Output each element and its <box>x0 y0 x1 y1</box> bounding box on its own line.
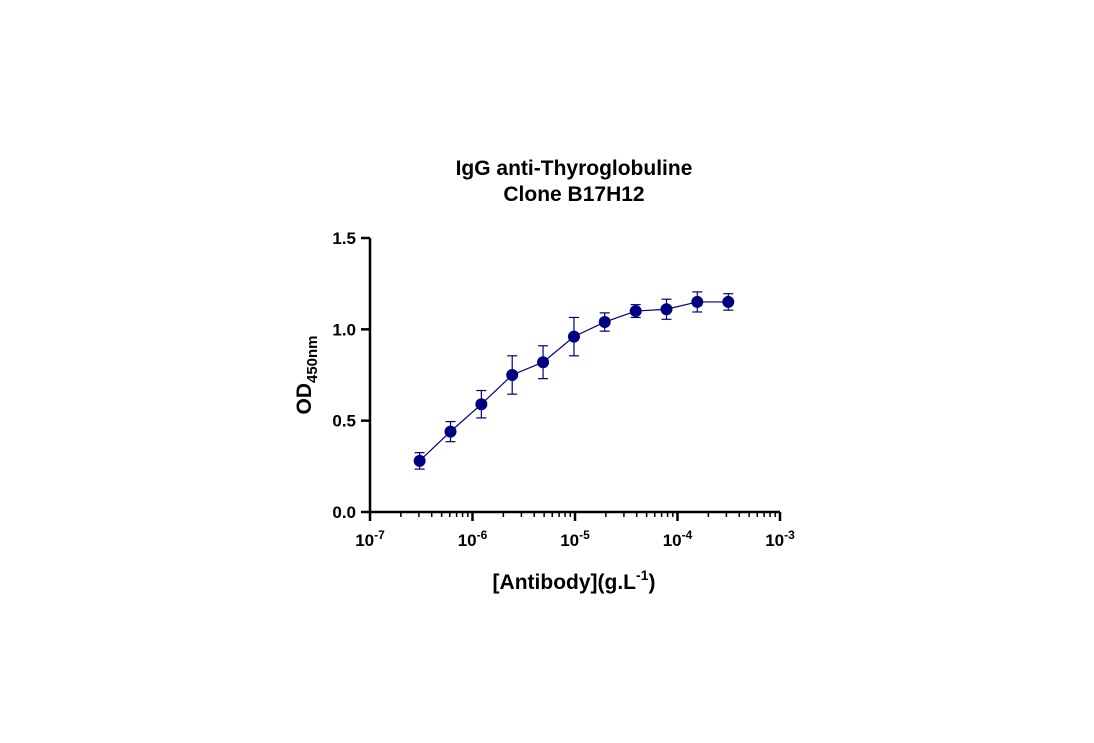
data-point <box>537 356 550 369</box>
y-axis-label-sub: 450nm <box>304 335 321 383</box>
chart-title-line-1: IgG anti-Thyroglobuline <box>456 157 693 180</box>
x-axis-label: [Antibody](g.L-1) <box>493 567 656 594</box>
data-point <box>475 398 488 411</box>
y-tick-label: 0.5 <box>332 412 356 431</box>
x-tick-label: 10-7 <box>355 528 385 550</box>
x-tick-label: 10-3 <box>765 528 795 550</box>
data-point <box>444 425 457 438</box>
x-ticks: 10-7 10-6 10-5 10-4 10-3 <box>355 512 795 550</box>
y-tick-label: 0.0 <box>332 503 356 522</box>
data-point <box>660 303 673 316</box>
y-axis-label-main: OD <box>293 383 316 415</box>
x-axis-label-main: [Antibody](g.L <box>493 571 637 594</box>
x-tick-label: 10-6 <box>458 528 488 550</box>
y-tick-label: 1.0 <box>332 320 356 339</box>
axes <box>368 238 780 514</box>
chart-title-line-2: Clone B17H12 <box>503 183 644 206</box>
y-tick-label: 1.5 <box>332 229 356 248</box>
data-point <box>567 330 580 343</box>
plot-area <box>413 291 735 470</box>
data-point <box>629 305 642 318</box>
x-tick-label: 10-5 <box>560 528 590 550</box>
y-axis-label: OD450nm <box>293 335 321 414</box>
data-point <box>506 369 519 381</box>
data-point <box>413 454 426 467</box>
data-point <box>722 295 735 308</box>
data-point <box>691 295 704 308</box>
y-ticks: 0.0 0.5 1.0 1.5 <box>332 229 370 522</box>
data-point <box>598 316 611 329</box>
x-axis-label-tail: ) <box>648 571 655 594</box>
x-tick-label: 10-4 <box>663 528 693 550</box>
x-axis-label-sup: -1 <box>636 567 649 583</box>
